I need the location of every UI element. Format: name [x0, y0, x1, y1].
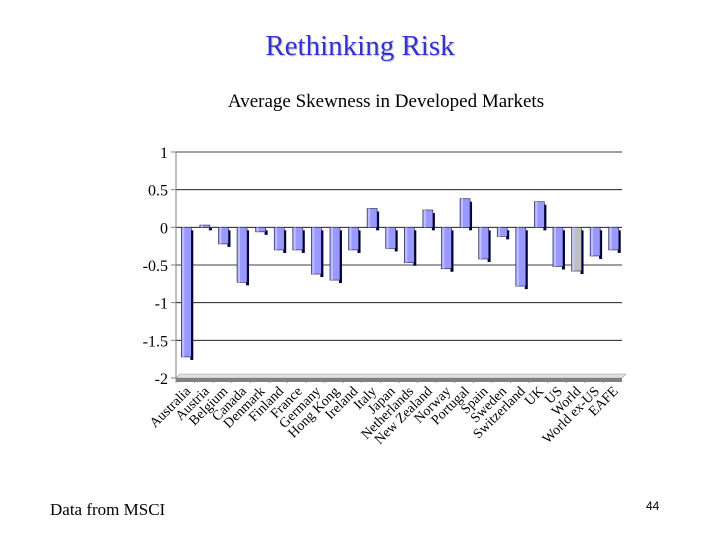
y-tick-label: -1 [155, 296, 168, 313]
y-tick-label: 0.5 [148, 183, 168, 200]
bar-highlight [368, 208, 371, 228]
bar-highlight [479, 227, 482, 259]
bar-depth [469, 201, 473, 231]
page-number: 44 [646, 499, 660, 513]
bar-highlight [553, 227, 556, 267]
bar-depth [283, 230, 287, 253]
bar-depth [450, 230, 454, 272]
bar-depth [413, 230, 417, 266]
bar-highlight [256, 227, 259, 232]
bar [441, 227, 452, 270]
bar-depth [394, 230, 398, 252]
bar-depth [524, 230, 528, 290]
data-source-note: Data from MSCI [50, 500, 166, 519]
bar [292, 227, 304, 251]
bar-depth [246, 230, 250, 286]
bar-highlight [386, 227, 389, 249]
bar-depth [190, 230, 194, 360]
bar [403, 227, 415, 264]
bar-depth [264, 230, 268, 235]
bar-highlight [609, 227, 612, 250]
bar [255, 227, 266, 233]
y-tick-label: -1.5 [143, 333, 168, 350]
bar [311, 227, 322, 275]
bar [236, 227, 248, 283]
bar-highlight [219, 227, 222, 244]
bar-highlight [330, 227, 333, 281]
bar-highlight [182, 227, 185, 357]
bar-depth [376, 211, 380, 231]
bar [534, 201, 545, 228]
bar [385, 227, 397, 249]
bar [422, 209, 434, 228]
bar [589, 227, 601, 257]
bar-highlight [200, 225, 203, 228]
bar [608, 227, 620, 251]
bar-depth [338, 230, 342, 284]
bar-highlight [293, 227, 296, 250]
bar-depth [543, 204, 547, 231]
bar-highlight [405, 227, 408, 263]
bar-highlight [423, 210, 426, 228]
bar-highlight [442, 227, 445, 269]
y-tick-label: -2 [155, 371, 168, 388]
bar-depth [357, 230, 361, 253]
y-tick-label: 0 [160, 220, 168, 237]
bar [459, 198, 471, 228]
bar [199, 224, 211, 228]
bar-highlight [535, 201, 538, 228]
bar [552, 227, 564, 267]
bar-highlight [516, 227, 519, 287]
bar-depth [431, 213, 435, 231]
bar-highlight [572, 227, 575, 272]
bar-highlight [349, 227, 352, 250]
bar-depth [506, 230, 510, 240]
bar [366, 208, 378, 228]
bar [571, 227, 582, 272]
bar-depth [580, 230, 584, 275]
bar-highlight [461, 198, 464, 228]
bar-highlight [238, 227, 241, 283]
bar-depth [617, 230, 621, 253]
chart-floor [175, 373, 627, 379]
bar [180, 227, 192, 358]
bar-depth [320, 230, 324, 278]
bar-highlight [275, 227, 278, 250]
bar [273, 227, 285, 251]
bar [515, 227, 527, 287]
bar [478, 227, 489, 260]
bar-depth [487, 230, 491, 262]
bar-highlight [312, 227, 315, 275]
bar [329, 227, 341, 281]
bar-depth [301, 230, 305, 253]
bar-depth [208, 228, 212, 231]
y-tick-label: 1 [160, 145, 168, 162]
y-tick-label: -0.5 [143, 258, 168, 275]
bar-depth [599, 230, 603, 259]
bar-highlight [591, 227, 594, 256]
bar-highlight [498, 227, 501, 237]
bar [348, 227, 359, 251]
bar [218, 227, 229, 245]
bar-depth [561, 230, 565, 270]
bar-depth [227, 230, 231, 247]
chart-title: Average Skewness in Developed Markets [228, 91, 544, 112]
slide-title: Rethinking Risk [265, 30, 455, 62]
bar [496, 227, 508, 237]
